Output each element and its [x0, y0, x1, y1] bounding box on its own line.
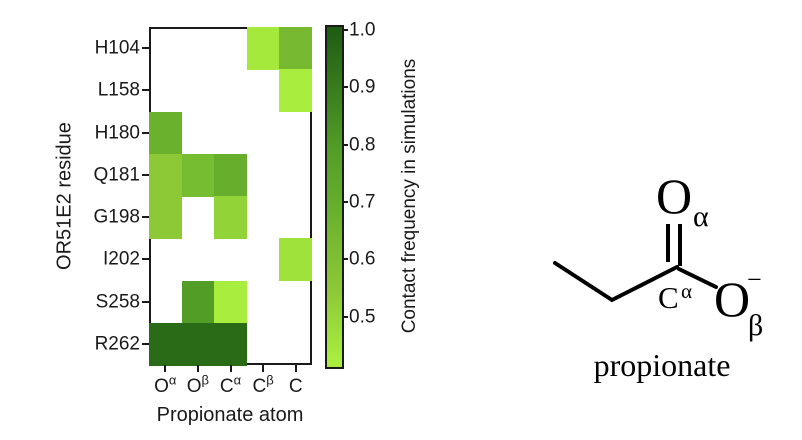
colorbar-tick-mark	[342, 29, 348, 31]
c-alpha-symbol: C	[658, 280, 679, 315]
y-tick-mark	[142, 342, 149, 345]
y-tick-mark	[142, 89, 149, 92]
heatmap-cell	[149, 111, 183, 155]
heatmap-cell	[149, 322, 183, 366]
o-beta-symbol: O	[714, 271, 750, 327]
y-axis-title: OR51E2 residue	[53, 122, 76, 270]
colorbar-tick-label: 0.5	[349, 306, 376, 327]
y-tick-mark	[142, 300, 149, 303]
x-axis-title: Propionate atom	[156, 404, 304, 426]
colorbar-tick-label: 0.6	[349, 248, 376, 270]
colorbar-tick-label: 0.9	[349, 76, 376, 98]
o-alpha-subscript: α	[693, 200, 709, 233]
y-tick-label: H180	[94, 122, 140, 144]
carbon-chain-bond	[553, 261, 679, 303]
colorbar-tick-label: 1.0	[349, 19, 376, 41]
x-tick-label: Cα	[219, 372, 242, 397]
x-tick-mark	[229, 365, 232, 372]
heatmap-cell	[181, 153, 215, 197]
x-tick-label: Oβ	[186, 372, 210, 397]
x-tick-mark	[262, 365, 265, 372]
y-tick-label: Q181	[93, 164, 140, 186]
y-tick-label: I202	[103, 248, 140, 270]
colorbar-tick-mark	[342, 86, 348, 89]
y-tick-label: R262	[94, 333, 140, 355]
heatmap-plot-area	[149, 27, 313, 366]
heatmap-cell	[246, 27, 280, 70]
x-tick-label: Oα	[154, 372, 177, 397]
colorbar-tick-label: 0.8	[349, 134, 376, 156]
propionate-structure: O α C α O − β propionate	[553, 168, 763, 383]
y-tick-mark	[142, 258, 149, 261]
o-alpha-symbol: O	[656, 168, 692, 224]
heatmap-cell	[214, 153, 248, 197]
heatmap-cell	[214, 196, 248, 239]
heatmap-cell	[181, 322, 215, 366]
colorbar-tick-mark	[342, 258, 348, 261]
heatmap-cell	[279, 27, 313, 70]
colorbar-gradient	[325, 25, 344, 369]
colorbar-tick-mark	[342, 315, 348, 318]
heatmap-cell	[149, 196, 183, 239]
heatmap-cell	[279, 69, 313, 112]
y-tick-mark	[142, 216, 149, 219]
heatmap-cell	[149, 153, 183, 197]
colorbar-tick-label: 0.7	[349, 191, 376, 213]
y-tick-label: S258	[95, 291, 140, 313]
x-tick-label: Cβ	[252, 372, 274, 397]
y-tick-label: H104	[94, 37, 140, 59]
structure-caption: propionate	[594, 347, 731, 383]
y-tick-mark	[142, 47, 149, 50]
o-beta-charge: −	[747, 265, 762, 294]
x-tick-mark	[294, 365, 297, 372]
colorbar-tick-mark	[342, 200, 348, 203]
y-tick-mark	[142, 173, 149, 176]
c-alpha-superscript: α	[681, 279, 692, 303]
x-tick-mark	[196, 365, 199, 372]
colorbar-title: Contact frequency in simulations	[399, 58, 420, 334]
heatmap-cell	[279, 238, 313, 281]
o-beta-subscript: β	[748, 309, 763, 342]
y-tick-label: G198	[93, 206, 140, 228]
x-tick-mark	[164, 365, 167, 372]
c-obeta-bond	[677, 267, 718, 289]
heatmap-cell	[214, 280, 248, 324]
y-tick-mark	[142, 131, 149, 134]
colorbar-tick-mark	[342, 143, 348, 146]
heatmap-cell	[214, 322, 248, 366]
y-tick-label: L158	[97, 79, 140, 101]
x-tick-label: C	[288, 376, 303, 397]
heatmap-cell	[181, 280, 215, 324]
